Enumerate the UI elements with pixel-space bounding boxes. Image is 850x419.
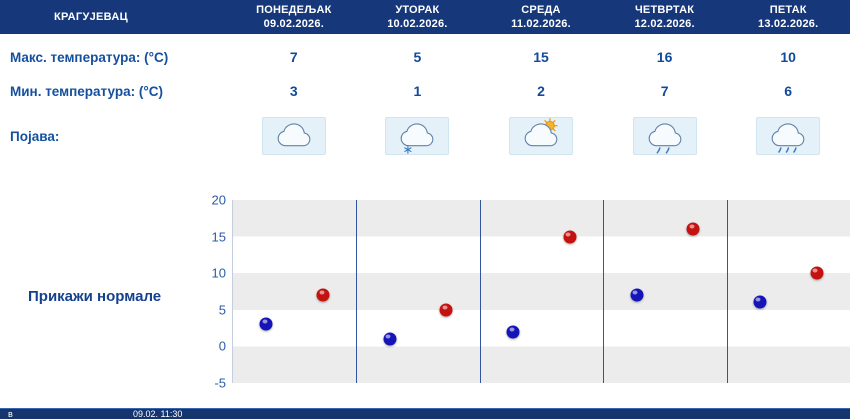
snow-icon bbox=[385, 117, 450, 155]
max-temperature-row: Макс. температура: (°C) 7 5 15 16 10 bbox=[0, 40, 850, 74]
max-temp-dot bbox=[686, 222, 700, 236]
max-temp-value: 5 bbox=[413, 49, 422, 65]
max-temp-value: 16 bbox=[656, 49, 673, 65]
day-name: ЧЕТВРТАК bbox=[634, 3, 695, 16]
day-name: ПОНЕДЕЉАК bbox=[256, 3, 332, 16]
day-separator-line bbox=[726, 200, 728, 383]
plot-area: 20 15 10 5 0 -5 bbox=[212, 193, 850, 391]
temperature-chart: Прикажи нормале 20 15 10 5 0 -5 bbox=[0, 192, 850, 408]
day-date: 11.02.2026. bbox=[511, 18, 571, 30]
rain-icon bbox=[632, 117, 697, 155]
min-temp-dot bbox=[259, 317, 273, 331]
min-temp-value: 2 bbox=[537, 83, 545, 99]
day-header-thursday: ЧЕТВРТАК 12.02.2026. bbox=[603, 3, 727, 32]
day-header-wednesday: СРЕДА 11.02.2026. bbox=[479, 3, 603, 32]
footer-timestamp: 09.02. 11:30 bbox=[133, 409, 183, 419]
day-date: 10.02.2026. bbox=[387, 18, 448, 30]
y-axis: 20 15 10 5 0 -5 bbox=[196, 193, 226, 391]
min-temperature-label: Мин. температура: (°C) bbox=[10, 83, 163, 99]
y-axis-tick-label: 0 bbox=[218, 338, 226, 354]
cloudy-icon bbox=[261, 117, 326, 155]
light-rain-icon bbox=[756, 117, 821, 155]
min-temp-value: 1 bbox=[413, 83, 422, 99]
min-temp-dot bbox=[383, 332, 397, 346]
day-name: СРЕДА bbox=[521, 3, 561, 16]
max-temp-dot bbox=[563, 230, 577, 244]
show-normals-button[interactable]: Прикажи нормале bbox=[28, 288, 162, 305]
y-axis-tick-label: -5 bbox=[214, 375, 226, 391]
max-temp-dot bbox=[439, 303, 453, 317]
day-header-friday: ПЕТАК 13.02.2026. bbox=[726, 3, 850, 32]
min-temp-dot bbox=[753, 295, 767, 309]
forecast-header-row: КРАГУЈЕВАЦ ПОНЕДЕЉАК 09.02.2026. УТОРАК … bbox=[0, 0, 850, 34]
max-temp-value: 7 bbox=[289, 49, 298, 65]
min-temp-dot bbox=[630, 288, 644, 302]
min-temperature-row: Мин. температура: (°C) 3 1 2 7 6 bbox=[0, 74, 850, 108]
partly-cloudy-icon bbox=[508, 117, 573, 155]
day-separator-line bbox=[603, 200, 605, 383]
day-name: УТОРАК bbox=[395, 3, 440, 16]
max-temp-dot bbox=[810, 266, 824, 280]
footer-bar: в 09.02. 11:30 bbox=[0, 408, 850, 419]
phenomena-label: Појава: bbox=[10, 128, 60, 144]
phenomena-row: Појава: bbox=[0, 108, 850, 164]
y-axis-tick-label: 5 bbox=[218, 302, 226, 318]
day-separator-line bbox=[479, 200, 481, 383]
day-date: 13.02.2026. bbox=[758, 18, 819, 30]
max-temp-value: 15 bbox=[533, 49, 549, 65]
footer-text-fragment: в bbox=[8, 409, 13, 419]
min-temp-value: 3 bbox=[289, 83, 298, 99]
min-temp-dot bbox=[506, 325, 520, 339]
day-name: ПЕТАК bbox=[769, 3, 807, 16]
y-axis-tick-label: 20 bbox=[211, 192, 226, 208]
day-header-monday: ПОНЕДЕЉАК 09.02.2026. bbox=[232, 3, 356, 32]
min-temp-value: 6 bbox=[784, 83, 793, 99]
y-axis-tick-label: 15 bbox=[211, 229, 226, 245]
day-date: 09.02.2026. bbox=[263, 18, 324, 30]
day-header-tuesday: УТОРАК 10.02.2026. bbox=[356, 3, 480, 32]
y-axis-tick-label: 10 bbox=[211, 265, 226, 281]
max-temp-value: 10 bbox=[780, 49, 796, 65]
max-temperature-label: Макс. температура: (°C) bbox=[10, 49, 169, 65]
max-temp-dot bbox=[316, 288, 330, 302]
day-separator-line bbox=[356, 200, 358, 383]
day-date: 12.02.2026. bbox=[634, 18, 695, 30]
location-name: КРАГУЈЕВАЦ bbox=[54, 11, 128, 23]
min-temp-value: 7 bbox=[660, 83, 669, 99]
